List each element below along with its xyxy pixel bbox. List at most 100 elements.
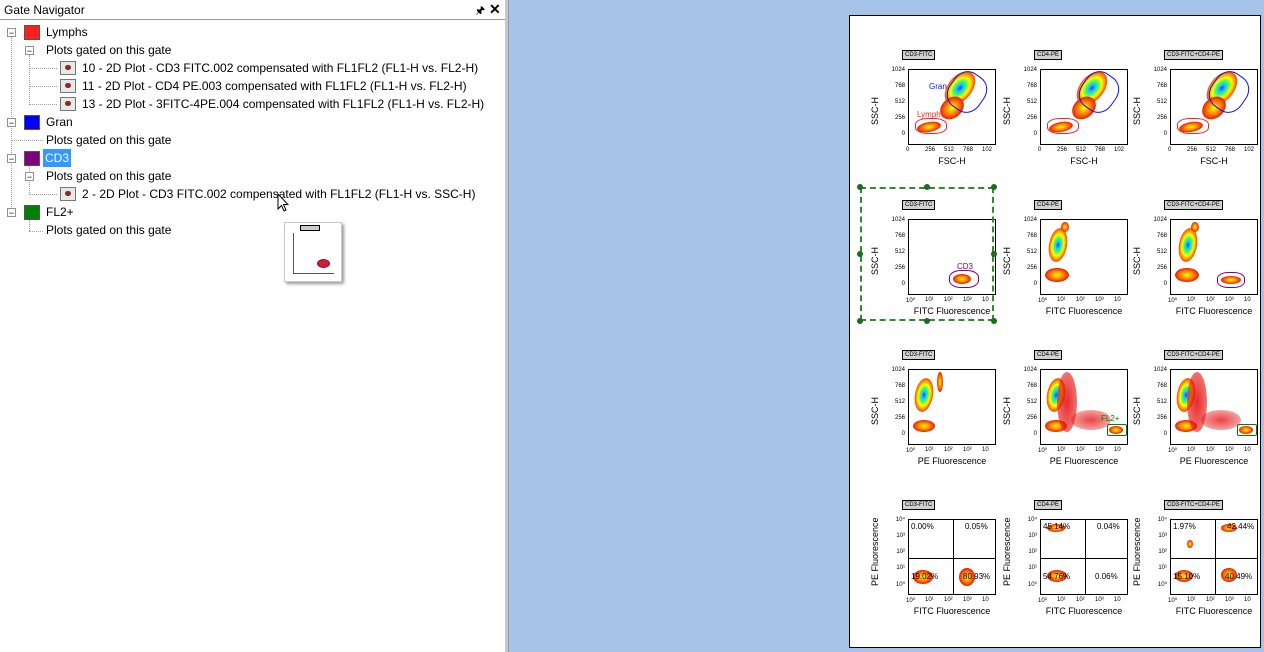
x-tick-label: 10² — [944, 597, 953, 603]
x-tick-label: 102 — [1244, 147, 1255, 153]
y-tick-label: 10² — [1158, 549, 1167, 555]
lymphs-gate[interactable] — [1177, 118, 1209, 134]
tree-node-lymphs-plots[interactable]: − Plots gated on this gate — [0, 41, 480, 59]
x-tick-label: 10⁰ — [1168, 598, 1178, 604]
x-tick-label: 10² — [944, 447, 953, 453]
collapse-icon[interactable]: − — [7, 28, 16, 38]
selected-plot-frame[interactable] — [860, 187, 994, 321]
quadrant-divider-h — [1041, 558, 1127, 559]
plot-r4-c3[interactable]: CD3-FITC+CD4-PE 1.97% 42.44% 15.10% 40.49% PE… — [1122, 500, 1260, 647]
y-tick-label: 10¹ — [1158, 565, 1167, 571]
lymphs-gate[interactable] — [915, 118, 947, 134]
plot-r3-c2[interactable]: CD4-PE FL2+ SSC-H PE Fluorescence 1024 768 512… — [992, 350, 1130, 500]
fl2-gate[interactable] — [1107, 424, 1127, 436]
gate-label-gran: Gran — [929, 82, 947, 91]
quadrant-divider-v — [1215, 520, 1216, 594]
lymphs-gate[interactable] — [1047, 118, 1079, 134]
report-page: CD3-FITC Gran Lymph SSC-H FSC-H 1024 768 512 256… — [849, 15, 1261, 648]
gate-color-swatch — [24, 205, 40, 220]
plot-r1-c3[interactable]: CD3-FITC+CD4-PE SSC-H FSC-H 1024 768 512 256 0 0… — [1122, 50, 1260, 200]
tree-plot-item[interactable]: 13 - 2D Plot - 3FITC-4PE.004 compensated… — [0, 95, 484, 113]
x-tick-label: 0 — [1038, 147, 1042, 153]
y-tick-label: 512 — [1156, 99, 1167, 105]
quadrant-ll-pct: 15.10% — [1173, 572, 1201, 581]
resize-handle[interactable] — [857, 184, 863, 190]
x-tick-label: 10¹ — [1187, 597, 1196, 603]
plot-title: CD3-FITC+CD4-PE — [1164, 500, 1223, 510]
plot-icon — [60, 79, 76, 93]
y-tick-label: 768 — [894, 233, 905, 239]
pin-icon[interactable]: 🖈︎ — [475, 5, 486, 17]
quadrant-ul-pct: 0.00% — [911, 522, 934, 531]
x-tick-label: 0 — [1168, 147, 1172, 153]
y-tick-label: 10⁰ — [1157, 582, 1167, 588]
x-axis-label: FITC Fluorescence — [1175, 306, 1253, 316]
y-tick-label: 768 — [1026, 83, 1037, 89]
x-axis-label: PE Fluorescence — [1049, 456, 1119, 466]
tree-plot-item[interactable]: 2 - 2D Plot - CD3 FITC.002 compensated w… — [0, 185, 480, 203]
y-tick-label: 512 — [1156, 399, 1167, 405]
close-icon[interactable]: ✕ — [489, 1, 501, 17]
y-tick-label: 768 — [894, 383, 905, 389]
y-tick-label: 256 — [894, 265, 905, 271]
y-tick-label: 10³ — [896, 533, 905, 539]
y-tick-label: 256 — [1156, 265, 1167, 271]
y-tick-label: 512 — [1026, 399, 1037, 405]
plot-r4-c2[interactable]: CD4-PE 45.14% 0.04% 54.76% 0.06% PE Fluoresce… — [992, 500, 1130, 647]
plot-title: CD3-FITC+CD4-PE — [1164, 200, 1223, 210]
tree-node-cd3-plots[interactable]: − Plots gated on this gate — [0, 167, 480, 185]
y-tick-label: 1024 — [1153, 217, 1167, 223]
density-blob — [1071, 410, 1111, 430]
x-tick-label: 10⁰ — [1168, 298, 1178, 304]
y-tick-label: 768 — [1156, 383, 1167, 389]
plot-r4-c1[interactable]: CD3-FITC 0.00% 0.05% 19.02% 80.93% PE Fluores… — [860, 500, 998, 647]
collapse-icon[interactable]: − — [25, 172, 34, 182]
tree-node-fl2[interactable]: − FL2+ — [0, 203, 480, 221]
collapse-icon[interactable]: − — [7, 154, 16, 164]
y-tick-label: 1024 — [891, 67, 905, 73]
plot-area — [908, 369, 996, 445]
plot-r2-c2[interactable]: CD4-PE SSC-H FITC Fluorescence 1024 768 512 25… — [992, 200, 1130, 350]
resize-handle[interactable] — [991, 318, 997, 324]
plot-title: CD3-FITC+CD4-PE — [1164, 50, 1223, 60]
fl2-gate[interactable] — [1237, 424, 1257, 436]
resize-handle[interactable] — [924, 184, 930, 190]
gate-color-swatch — [24, 25, 40, 40]
resize-handle[interactable] — [924, 318, 930, 324]
plot-r2-c3[interactable]: CD3-FITC+CD4-PE SSC-H FITC Fluorescence 102… — [1122, 200, 1260, 350]
x-axis-label: FSC-H — [1200, 156, 1228, 166]
collapse-icon[interactable]: − — [7, 118, 16, 128]
resize-handle[interactable] — [991, 251, 997, 257]
plot-area: CD3 — [908, 219, 996, 295]
y-tick-label: 10³ — [1158, 533, 1167, 539]
y-tick-label: 10³ — [1028, 533, 1037, 539]
x-tick-label: 0 — [906, 147, 910, 153]
tree-plot-item[interactable]: 10 - 2D Plot - CD3 FITC.002 compensated … — [0, 59, 480, 77]
resize-handle[interactable] — [857, 251, 863, 257]
tree-node-gran-plots[interactable]: Plots gated on this gate — [0, 131, 480, 149]
tree-node-gran[interactable]: − Gran — [0, 113, 480, 131]
cd3-gate[interactable] — [1217, 272, 1245, 288]
plot-r1-c2[interactable]: CD4-PE SSC-H FSC-H 1024 768 512 256 0 0 256 512 768… — [992, 50, 1130, 200]
y-tick-label: 768 — [1156, 233, 1167, 239]
resize-handle[interactable] — [857, 318, 863, 324]
resize-handle[interactable] — [991, 184, 997, 190]
plot-title: CD4-PE — [1034, 200, 1063, 210]
tree-node-lymphs[interactable]: − Lymphs — [0, 23, 480, 41]
plot-r1-c1[interactable]: CD3-FITC Gran Lymph SSC-H FSC-H 1024 768 512 256… — [860, 50, 998, 200]
tree-node-fl2-plots[interactable]: Plots gated on this gate — [0, 221, 480, 239]
collapse-icon[interactable]: − — [7, 208, 16, 218]
tree-node-label: FL2+ — [46, 205, 74, 219]
plot-r3-c1[interactable]: CD3-FITC SSC-H PE Fluorescence 1024 768 512 25… — [860, 350, 998, 500]
quadrant-divider-v — [953, 520, 954, 594]
x-axis-label: PE Fluorescence — [917, 456, 987, 466]
splitter[interactable] — [505, 0, 508, 652]
tree-plot-item[interactable]: 11 - 2D Plot - CD4 PE.003 compensated wi… — [0, 77, 480, 95]
plot-r3-c3[interactable]: CD3-FITC+CD4-PE SSC-H PE Fluorescence 1024 7… — [1122, 350, 1260, 500]
cd3-gate[interactable] — [949, 270, 979, 288]
x-axis-label: FITC Fluorescence — [1175, 606, 1253, 616]
x-tick-label: 10³ — [963, 597, 972, 603]
plot-r2-c1[interactable]: CD3-FITC CD3 SSC-H FITC Fluorescence 1024 768… — [860, 200, 998, 350]
collapse-icon[interactable]: − — [25, 46, 34, 56]
tree-node-cd3[interactable]: − CD3 — [0, 149, 480, 167]
